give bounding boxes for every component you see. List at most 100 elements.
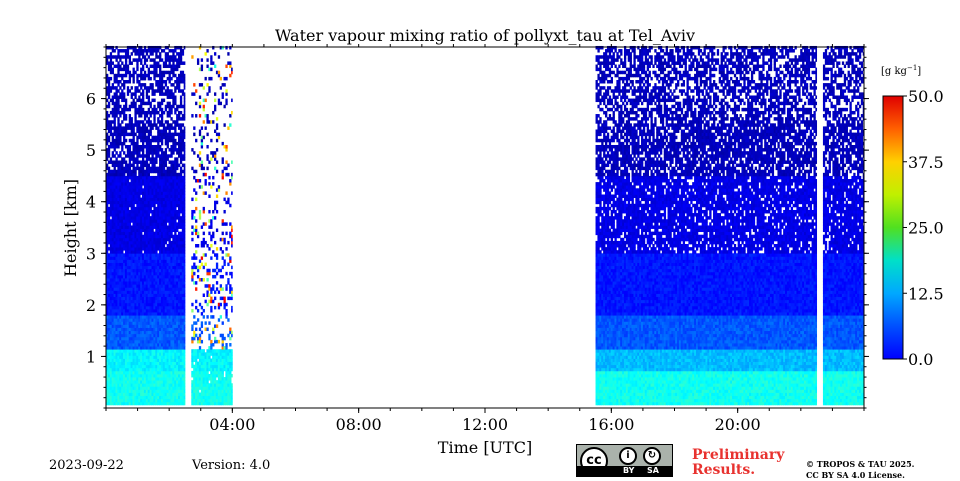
heatmap-cell: [147, 141, 150, 146]
heatmap-cell: [117, 364, 120, 369]
heatmap-cell: [138, 219, 141, 223]
heatmap-cell: [170, 315, 173, 319]
heatmap-cell: [106, 398, 109, 403]
heatmap-cell: [195, 386, 198, 390]
heatmap-cell: [142, 315, 145, 319]
heatmap-cell: [115, 194, 118, 198]
heatmap-cell: [200, 349, 204, 353]
heatmap-cell: [151, 58, 154, 62]
heatmap-cell: [162, 163, 166, 168]
heatmap-cell: [217, 305, 221, 310]
heatmap-cell: [162, 262, 166, 267]
heatmap-cell: [208, 367, 211, 372]
heatmap-cell: [166, 123, 169, 127]
heatmap-cell: [130, 95, 133, 99]
heatmap-cell: [212, 154, 215, 158]
heatmap-cell: [179, 52, 183, 56]
heatmap-cell: [162, 349, 166, 353]
heatmap-cell: [124, 287, 128, 291]
heatmap-cell: [183, 336, 186, 341]
heatmap-cell: [153, 135, 156, 140]
heatmap-cell: [170, 110, 173, 115]
heatmap-cell: [134, 144, 137, 149]
heatmap-cell: [214, 157, 217, 161]
heatmap-cell: [179, 151, 183, 155]
heatmap-cell: [119, 114, 122, 118]
heatmap-cell: [145, 274, 149, 279]
heatmap-cell: [136, 250, 139, 254]
heatmap-cell: [157, 182, 160, 186]
heatmap-cell: [160, 274, 164, 279]
heatmap-cell: [111, 256, 114, 260]
heatmap-cell: [117, 281, 120, 285]
heatmap-cell: [162, 253, 166, 257]
heatmap-cell: [170, 339, 173, 344]
heatmap-cell: [151, 321, 154, 325]
heatmap-cell: [155, 55, 158, 59]
heatmap-cell: [168, 333, 171, 338]
heatmap-cell: [113, 203, 116, 208]
heatmap-cell: [176, 172, 179, 177]
heatmap-cell: [124, 104, 128, 109]
heatmap-cell: [149, 290, 152, 294]
heatmap-cell: [149, 123, 152, 127]
heatmap-cell: [107, 377, 111, 381]
heatmap-cell: [138, 144, 141, 149]
heatmap-cell: [178, 284, 181, 288]
heatmap-cell: [214, 52, 217, 56]
heatmap-cell: [107, 191, 111, 195]
heatmap-cell: [128, 45, 132, 50]
heatmap-cell: [126, 355, 130, 359]
heatmap-cell: [119, 271, 122, 276]
heatmap-cell: [147, 315, 150, 319]
heatmap-cell: [223, 392, 226, 397]
heatmap-cell: [136, 185, 139, 189]
heatmap-cell: [123, 110, 126, 115]
heatmap-cell: [164, 138, 168, 143]
heatmap-cell: [119, 330, 122, 335]
heatmap-cell: [134, 117, 137, 121]
heatmap-cell: [181, 287, 185, 291]
heatmap-cell: [130, 182, 133, 186]
heatmap-cell: [166, 126, 169, 130]
heatmap-cell: [168, 126, 171, 130]
heatmap-cell: [145, 355, 149, 359]
heatmap-cell: [145, 213, 149, 217]
heatmap-cell: [138, 290, 141, 294]
heatmap-cell: [153, 398, 156, 403]
heatmap-cell: [119, 191, 122, 195]
heatmap-cell: [155, 135, 158, 140]
heatmap-cell: [149, 49, 152, 53]
heatmap-cell: [166, 225, 169, 229]
heatmap-cell: [140, 120, 143, 124]
heatmap-cell: [198, 336, 202, 341]
heatmap-cell: [153, 262, 156, 267]
heatmap-cell: [170, 117, 173, 121]
heatmap-cell: [178, 318, 181, 322]
heatmap-cell: [168, 336, 171, 341]
heatmap-cell: [109, 240, 113, 245]
heatmap-cell: [179, 343, 183, 347]
heatmap-cell: [174, 358, 177, 362]
heatmap-cell: [123, 302, 126, 307]
heatmap-cell: [168, 364, 171, 369]
heatmap-cell: [172, 144, 175, 149]
heatmap-cell: [178, 52, 181, 56]
heatmap-cell: [179, 191, 183, 195]
heatmap-cell: [162, 135, 166, 140]
heatmap-cell: [198, 132, 202, 137]
heatmap-cell: [138, 107, 141, 112]
heatmap-cell: [193, 349, 196, 353]
heatmap-cell: [181, 392, 185, 397]
heatmap-cell: [200, 355, 204, 359]
heatmap-cell: [191, 355, 194, 359]
heatmap-cell: [174, 262, 177, 267]
heatmap-cell: [113, 216, 116, 220]
heatmap-cell: [196, 361, 200, 366]
heatmap-cell: [164, 389, 168, 393]
heatmap-cell: [206, 392, 209, 397]
heatmap-cell: [160, 49, 164, 53]
heatmap-cell: [162, 126, 166, 130]
heatmap-cell: [149, 188, 152, 192]
heatmap-cell: [166, 389, 169, 393]
